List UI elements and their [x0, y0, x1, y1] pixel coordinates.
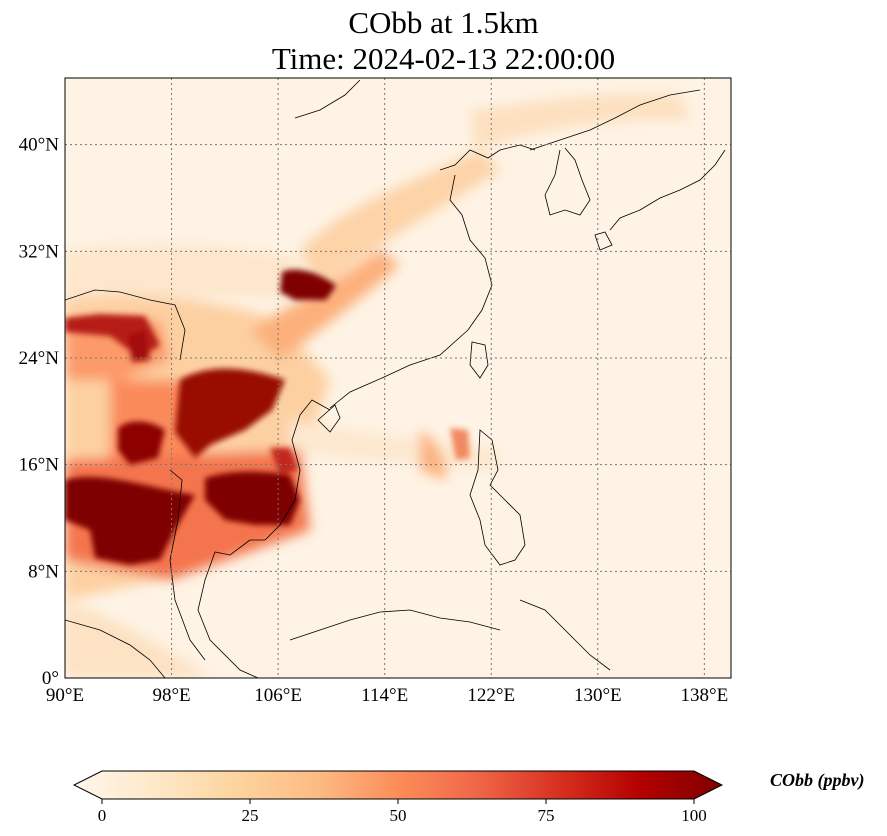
lat-tick-label: 40°N — [19, 135, 60, 156]
colorbar-tick-label: 25 — [242, 806, 259, 825]
map-title-line2: Time: 2024-02-13 22:00:00 — [271, 41, 616, 76]
lat-tick-label: 24°N — [19, 348, 60, 369]
lon-tick-label: 130°E — [574, 685, 622, 706]
colorbar-ticks: 0 25 50 75 100 — [98, 799, 707, 825]
longitude-ticks: 90°E 98°E 106°E 114°E 122°E 130°E 138°E — [46, 685, 728, 706]
lon-tick-label: 114°E — [361, 685, 408, 706]
colorbar: 0 25 50 75 100 CObb (ppbv) — [72, 770, 864, 825]
colorbar-tick-label: 0 — [98, 806, 107, 825]
colorbar-tick-label: 75 — [538, 806, 555, 825]
coastlines — [65, 79, 726, 678]
lon-tick-label: 138°E — [681, 685, 729, 706]
lon-tick-label: 106°E — [254, 685, 302, 706]
lon-tick-label: 90°E — [46, 685, 84, 706]
lat-tick-label: 16°N — [19, 455, 60, 476]
colorbar-title: CObb (ppbv) — [770, 770, 864, 791]
colorbar-tick-label: 100 — [681, 806, 707, 825]
lat-tick-label: 8°N — [28, 561, 59, 582]
latitude-ticks: 0° 8°N 16°N 24°N 32°N 40°N — [19, 135, 60, 689]
concentration-field — [65, 93, 690, 678]
lat-tick-label: 0° — [42, 668, 59, 689]
map-frame — [64, 77, 732, 679]
colorbar-body — [72, 770, 724, 800]
lon-tick-label: 98°E — [152, 685, 190, 706]
lat-tick-label: 32°N — [19, 241, 60, 262]
colorbar-tick-label: 50 — [390, 806, 407, 825]
lon-tick-label: 122°E — [467, 685, 515, 706]
map-title-line1: CObb at 1.5km — [348, 5, 539, 40]
gridlines — [65, 78, 731, 678]
